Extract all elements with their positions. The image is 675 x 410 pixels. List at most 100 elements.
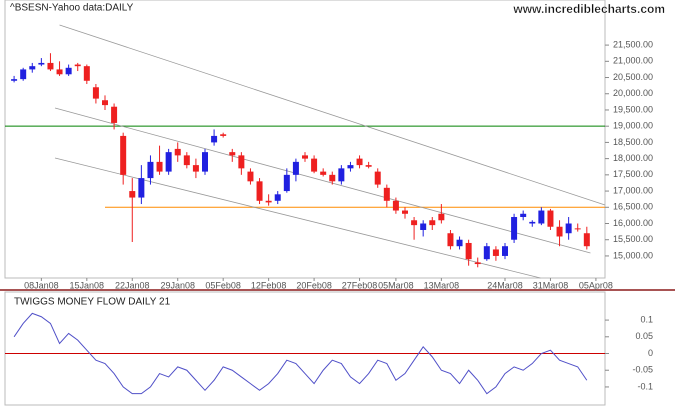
price-panel [4,0,606,279]
x-tick-label: 05Apr08 [579,280,613,290]
y-tick-label: 17,500.00 [613,169,653,179]
candle-body [65,67,72,75]
candle-body [29,66,36,70]
candle-body [11,79,18,81]
trend-line [59,24,606,206]
trend-line [54,107,591,254]
candle-body [529,221,536,224]
candle-body [211,135,218,143]
x-tick-label: 20Feb08 [296,280,332,290]
candle-body [556,226,563,237]
y-tick-label: 16,500.00 [613,202,653,212]
x-tick-label: 08Jan08 [24,280,59,290]
candle-body [138,178,145,198]
trend-line [54,157,541,279]
y-tick-label: 21,000.00 [613,56,653,66]
candle-body [56,69,63,75]
candle-body [365,165,372,167]
y-tick-label: 20,000.00 [613,88,653,98]
x-tick-label: 05Feb08 [205,280,241,290]
candle-body [492,249,499,256]
candle-body [229,152,236,156]
candle-body [202,152,208,172]
candle-body [83,66,90,81]
y-tick-label: 18,500.00 [613,137,653,147]
candle-body [283,174,290,192]
x-tick-label: 15Jan08 [70,280,105,290]
candle-body [183,155,190,166]
y-tick-label: -0.1 [637,381,653,391]
candle-body [192,165,199,172]
candle-body [265,200,272,203]
candle-body [547,210,554,227]
candle-body [411,220,418,226]
candle-body [20,69,27,80]
x-tick-label: 27Feb08 [342,280,378,290]
x-tick-label: 12Feb08 [251,280,287,290]
candle-body [483,246,490,260]
candle-body [392,200,399,211]
y-tick-label: 20,500.00 [613,72,653,82]
indicator-panel [4,291,606,406]
candle-body [338,168,345,182]
candle-body [402,210,408,214]
x-tick-label: 05Mar08 [378,280,414,290]
candle-body [574,228,581,230]
y-tick-label: 15,000.00 [613,250,653,260]
indicator-title: TWIGGS MONEY FLOW DAILY 21 [14,297,171,308]
y-tick-label: 21,500.00 [613,39,653,49]
candle-body [356,158,363,166]
x-tick-label: 31Mar08 [533,280,569,290]
candle-body [238,155,245,169]
candle-body [247,171,254,182]
candle-body [256,181,263,201]
candle-body [502,246,508,256]
candle-body [447,233,454,247]
candle-body [156,161,163,172]
candle-body [92,87,99,99]
candle-body [583,233,590,247]
candle-body [174,148,181,156]
candle-body [302,155,308,159]
candle-body [47,62,54,70]
y-tick-label: 0.05 [635,331,653,341]
candle-body [111,106,118,123]
candle-body [383,187,390,201]
candle-body [38,62,45,65]
candle-body [102,100,108,106]
candle-body [311,158,318,172]
candle-body [474,262,481,265]
candle-body [74,64,81,67]
candle-body [347,165,354,169]
candle-body [329,174,336,182]
candle-body [465,242,472,260]
candle-body [120,135,127,175]
candle-body [129,191,136,198]
candle-body [320,171,327,175]
y-tick-label: 19,500.00 [613,104,653,114]
candle-body [429,220,436,226]
candle-body [274,194,281,201]
candle-body [165,152,172,172]
candle-body [520,213,527,218]
candle-body [438,213,445,221]
y-tick-label: -0.05 [632,365,653,375]
y-tick-label: 19,000.00 [613,121,653,131]
candle-body [565,223,572,234]
y-tick-label: 18,000.00 [613,153,653,163]
x-tick-label: 29Jan08 [160,280,195,290]
source: www.incrediblecharts.com [512,2,665,16]
y-tick-label: 16,000.00 [613,218,653,228]
candle-body [374,171,381,185]
y-tick-label: 15,500.00 [613,234,653,244]
x-tick-label: 22Jan08 [115,280,150,290]
x-tick-label: 13Mar08 [424,280,460,290]
money-flow-line [13,312,588,395]
y-tick-label: 0 [648,348,653,358]
candle-body [456,239,463,247]
y-tick-label: 0.1 [640,314,653,324]
candle-body [292,161,299,175]
candle-body [511,217,518,240]
candle-body [538,210,545,224]
